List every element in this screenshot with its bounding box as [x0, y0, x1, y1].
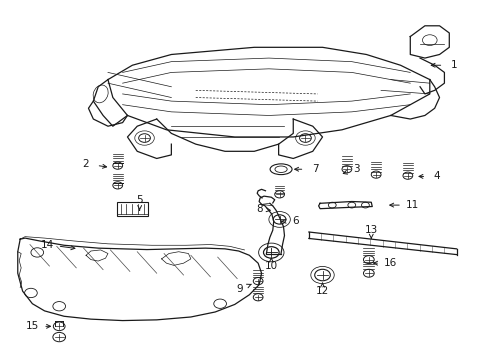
Text: 8: 8: [255, 204, 262, 214]
Text: 5: 5: [136, 195, 142, 205]
Text: 1: 1: [450, 60, 457, 70]
Text: 3: 3: [353, 164, 359, 174]
Text: 12: 12: [315, 286, 328, 296]
Text: 9: 9: [236, 284, 243, 294]
Text: 11: 11: [405, 200, 419, 210]
Text: 13: 13: [364, 225, 377, 235]
Text: 10: 10: [264, 261, 277, 271]
Text: 14: 14: [41, 239, 54, 249]
Bar: [117, 202, 148, 216]
Text: 2: 2: [82, 159, 89, 169]
Text: 16: 16: [384, 258, 397, 268]
Text: 15: 15: [26, 321, 39, 331]
Text: 7: 7: [311, 164, 318, 174]
Text: 4: 4: [433, 171, 440, 181]
Text: 6: 6: [292, 216, 298, 226]
